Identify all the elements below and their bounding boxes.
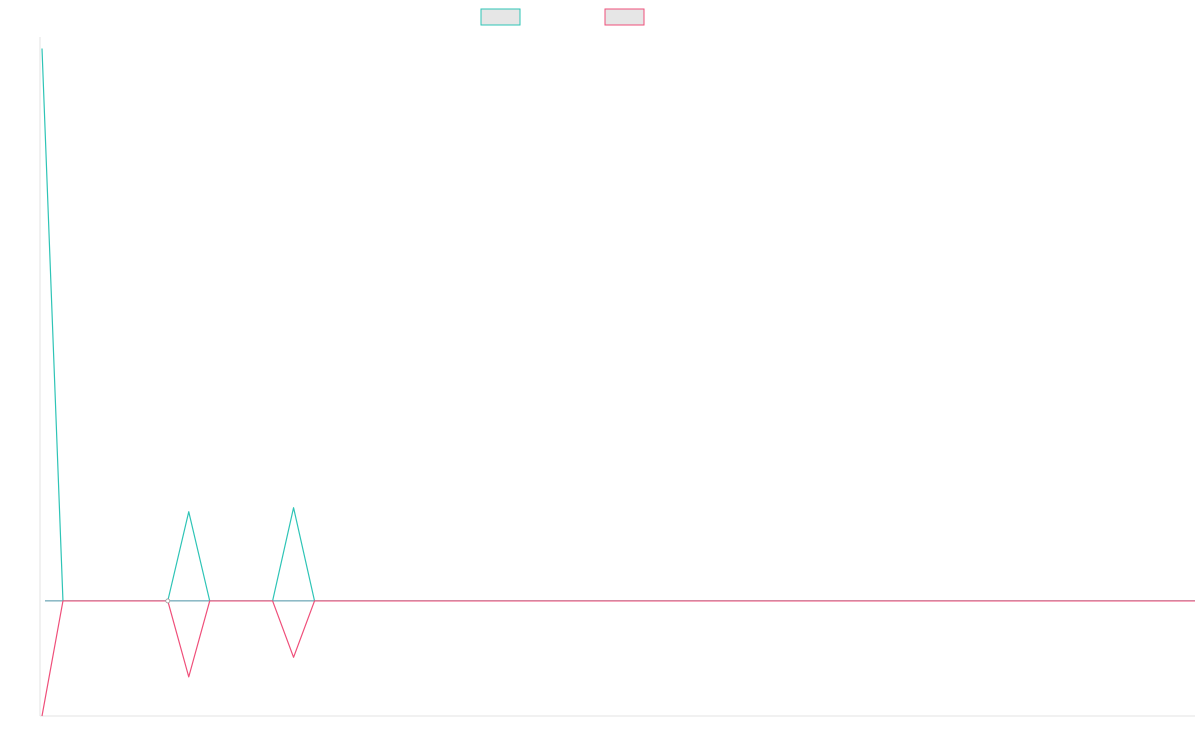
legend: [480, 8, 645, 26]
series-line-2: [41, 600, 1195, 717]
series-line-1: [41, 48, 1195, 602]
legend-swatch-1: [480, 8, 521, 26]
legend-item-1: [480, 8, 521, 26]
legend-swatch-2: [604, 8, 645, 26]
data-point-marker: [165, 598, 171, 604]
plot-area: [39, 37, 1195, 717]
legend-item-2: [604, 8, 645, 26]
